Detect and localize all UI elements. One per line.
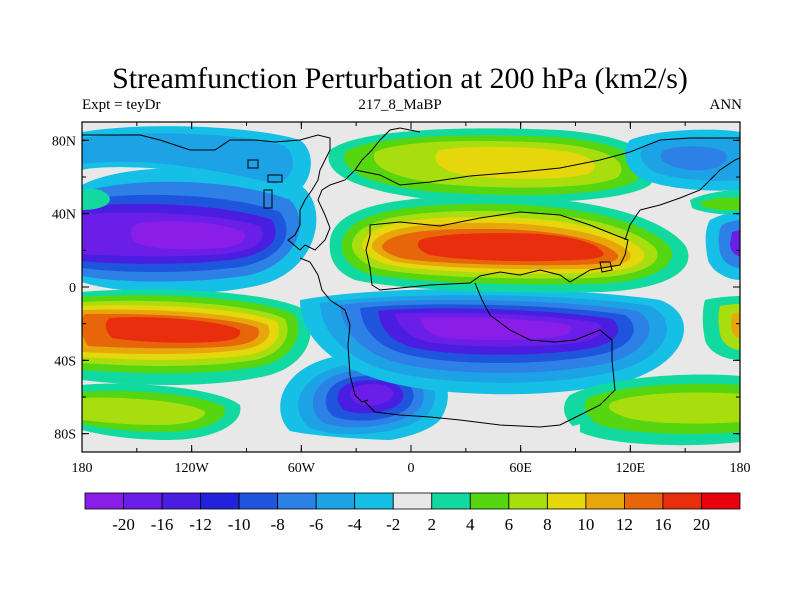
positive-anomaly-southeast (564, 374, 740, 446)
positive-anomaly-west-edge (82, 188, 110, 210)
y-tick-label: 40N (52, 208, 76, 223)
x-tick-label: 60W (288, 461, 316, 476)
colorbar-swatch (585, 492, 625, 510)
chart-title: Streamfunction Perturbation at 200 hPa (… (112, 62, 688, 95)
colorbar-swatch (161, 492, 201, 510)
colorbar-tick-label: -2 (386, 515, 400, 534)
colorbar-tick-label: -16 (151, 515, 174, 534)
colorbar-tick-label: -12 (189, 515, 212, 534)
y-tick-label: 40S (54, 354, 76, 369)
colorbar-swatch (200, 492, 240, 510)
colorbar-tick-label: 2 (428, 515, 437, 534)
colorbar-tick-label: 12 (616, 515, 633, 534)
colorbar-swatch (84, 492, 124, 510)
colorbar-tick-label: 16 (654, 515, 671, 534)
negative-anomaly-arctic-pacific (82, 126, 311, 195)
y-tick-label: 80N (52, 134, 76, 149)
colorbar-swatch (546, 492, 587, 510)
colorbar-swatch (662, 492, 702, 510)
colorbar-tick-label: -20 (112, 515, 135, 534)
colorbar-tick-label: -4 (348, 515, 363, 534)
negative-anomaly-north-pacific (82, 168, 317, 294)
contour-field (82, 122, 740, 452)
x-tick-label: 120E (616, 461, 646, 476)
x-tick-label: 180 (730, 461, 751, 476)
experiment-label: Expt = teyDr (82, 97, 161, 113)
colorbar-tick-label: -10 (228, 515, 251, 534)
x-tick-label: 0 (408, 461, 415, 476)
continent-outlines (82, 127, 740, 428)
colorbar-swatch (624, 492, 664, 510)
run-label: 217_8_MaBP (358, 97, 442, 113)
colorbar-swatch (238, 492, 279, 510)
y-tick-label: 0 (69, 281, 76, 296)
colorbar-swatch (315, 492, 356, 510)
colorbar-swatch (277, 492, 317, 510)
colorbar-swatch (701, 492, 741, 510)
negative-anomaly-northeast (625, 129, 740, 191)
colorbar-tick-label: -8 (271, 515, 285, 534)
axes-layer: 180 120W 60W 0 60E 120E 180 80N 40N 0 40S 80S (52, 122, 751, 476)
colorbar-tick-label: 10 (577, 515, 594, 534)
colorbar-tick-label: -6 (309, 515, 323, 534)
y-tick-label: 80S (54, 428, 76, 443)
colorbar-tick-label: 6 (505, 515, 514, 534)
x-tick-label: 60E (509, 461, 532, 476)
season-label: ANN (709, 97, 743, 113)
positive-anomaly-asia (329, 195, 689, 293)
negative-anomaly-south-indian (300, 288, 684, 395)
colorbar-tick-label: 8 (543, 515, 552, 534)
x-tick-label: 120W (175, 461, 210, 476)
colorbar-swatch (392, 492, 433, 510)
colorbar-swatch (508, 492, 548, 510)
colorbar-tick-label: 4 (466, 515, 475, 534)
colorbar-swatch (469, 492, 510, 510)
colorbar-tick-label: 20 (693, 515, 710, 534)
positive-anomaly-south-pacific (82, 289, 311, 385)
colorbar-swatch (354, 492, 394, 510)
colorbar: -20 -16 -12 -10 -8 -6 -4 -2 2 4 6 8 10 12 16 20 (84, 492, 741, 534)
colorbar-swatch (123, 492, 163, 510)
x-tick-label: 180 (72, 461, 93, 476)
colorbar-swatch (431, 492, 471, 510)
